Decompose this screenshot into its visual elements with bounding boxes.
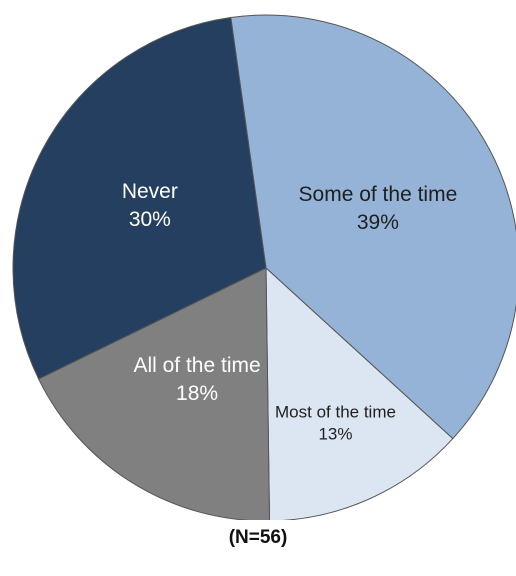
pie-chart: Some of the time 39% Most of the time 13% Al… [12,14,516,520]
slice-label: All of the time [133,354,260,377]
slice-label: Some of the time [299,183,458,206]
slice-label: Never [122,180,178,203]
slice-value-label: 18% [176,382,218,405]
pie-labels: Some of the time 39% Most of the time 13% Al… [122,180,457,443]
pie-slice-never [12,16,267,380]
sample-size-note: (N=56) [228,527,288,548]
slice-value-label: 13% [318,425,352,444]
slice-value-label: 39% [357,211,399,234]
pie-slice-some-of-the-time [230,14,516,440]
pie-slice-most-of-the-time [265,266,454,520]
pie-slice-all-of-the-time [37,267,271,520]
slice-value-label: 30% [129,208,171,231]
slice-label: Most of the time [275,403,396,422]
pie-slices [12,14,516,520]
